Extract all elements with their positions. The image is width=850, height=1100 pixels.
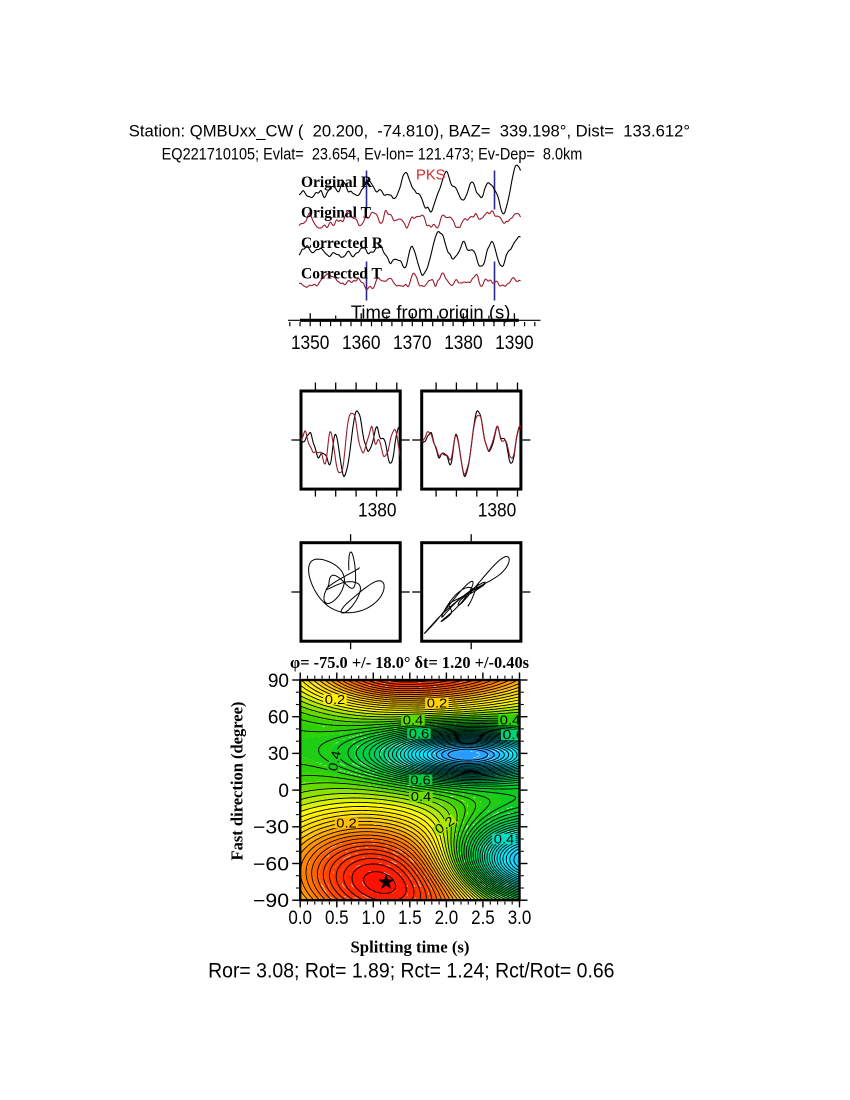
svg-text:2.5: 2.5 xyxy=(471,907,495,929)
svg-text:0.6: 0.6 xyxy=(410,772,431,787)
svg-text:0.4: 0.4 xyxy=(500,712,521,727)
svg-text:Corrected T: Corrected T xyxy=(301,266,382,283)
svg-text:−90: −90 xyxy=(253,891,289,912)
svg-text:1370: 1370 xyxy=(393,333,432,354)
svg-text:1350: 1350 xyxy=(291,333,330,354)
svg-text:1380: 1380 xyxy=(478,501,517,522)
svg-text:0.4: 0.4 xyxy=(411,789,432,804)
svg-text:0.2: 0.2 xyxy=(427,695,448,710)
svg-text:0.2: 0.2 xyxy=(336,815,357,830)
svg-text:0: 0 xyxy=(278,781,289,802)
svg-text:0.4: 0.4 xyxy=(325,749,344,772)
svg-text:1.5: 1.5 xyxy=(398,907,422,929)
svg-text:Original R: Original R xyxy=(301,174,373,191)
svg-text:Original T: Original T xyxy=(301,205,372,222)
svg-text:90: 90 xyxy=(268,671,289,692)
svg-text:0.6: 0.6 xyxy=(409,726,430,741)
svg-text:1360: 1360 xyxy=(342,333,381,354)
svg-text:0.4: 0.4 xyxy=(494,831,515,846)
svg-text:1380: 1380 xyxy=(358,501,397,522)
svg-text:0.6: 0.6 xyxy=(503,727,525,742)
svg-text:0.4: 0.4 xyxy=(403,712,424,727)
svg-text:1390: 1390 xyxy=(495,333,534,354)
svg-text:Corrected R: Corrected R xyxy=(301,235,384,252)
svg-text:φ= -75.0 +/- 18.0° δt= 1.20 +/: φ= -75.0 +/- 18.0° δt= 1.20 +/-0.40s xyxy=(290,653,530,672)
svg-text:−30: −30 xyxy=(253,818,289,839)
svg-text:1380: 1380 xyxy=(444,333,483,354)
svg-text:Ror= 3.08; Rot= 1.89; Rct= 1.2: Ror= 3.08; Rot= 1.89; Rct= 1.24; Rct/Rot… xyxy=(208,960,614,983)
svg-text:0.5: 0.5 xyxy=(325,907,349,929)
svg-text:60: 60 xyxy=(268,708,289,729)
svg-text:Time from origin (s): Time from origin (s) xyxy=(351,303,511,323)
svg-text:3.0: 3.0 xyxy=(508,907,532,929)
svg-text:Splitting time (s): Splitting time (s) xyxy=(351,938,470,957)
svg-text:30: 30 xyxy=(268,744,289,765)
svg-text:PKS: PKS xyxy=(416,167,446,184)
svg-text:1.0: 1.0 xyxy=(362,907,386,929)
svg-text:−60: −60 xyxy=(253,854,289,875)
svg-text:2.0: 2.0 xyxy=(435,907,459,929)
svg-text:0.2: 0.2 xyxy=(325,692,346,707)
svg-text:Station: QMBUxx_CW ( 20.200,: Station: QMBUxx_CW ( 20.200, -74.810), B… xyxy=(129,123,690,141)
svg-text:Fast direction (degree): Fast direction (degree) xyxy=(228,702,247,861)
svg-text:EQ221710105; Evlat= 23.654, E: EQ221710105; Evlat= 23.654, Ev-lon= 121.… xyxy=(162,146,583,164)
svg-text:0.0: 0.0 xyxy=(288,907,312,929)
